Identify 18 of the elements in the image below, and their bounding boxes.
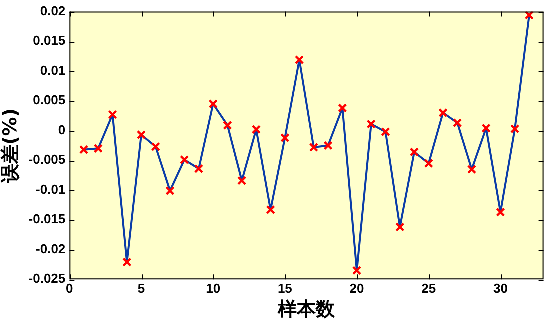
y-tick-label: -0.015 <box>28 212 66 227</box>
y-tick-label: -0.005 <box>28 152 66 168</box>
y-tick-label: 0.02 <box>40 3 66 18</box>
x-tick-label: 5 <box>138 280 146 296</box>
y-axis-title: 误差(%) <box>0 108 22 184</box>
y-tick-label: -0.02 <box>36 241 66 256</box>
y-tick-label: 0.015 <box>33 33 66 48</box>
y-tick-label: 0.01 <box>40 62 66 78</box>
x-tick-label: 10 <box>206 280 221 296</box>
x-tick-label: 15 <box>278 280 292 296</box>
y-tick-label: -0.025 <box>28 271 66 286</box>
y-tick-label: -0.01 <box>36 182 66 197</box>
y-tick-label: 0.005 <box>33 92 66 108</box>
x-axis-title: 样本数 <box>277 298 336 321</box>
x-tick-label: 20 <box>350 280 364 296</box>
x-tick-label: 25 <box>422 280 436 296</box>
y-tick-label: 0 <box>58 122 66 138</box>
x-tick-label: 30 <box>493 280 508 296</box>
